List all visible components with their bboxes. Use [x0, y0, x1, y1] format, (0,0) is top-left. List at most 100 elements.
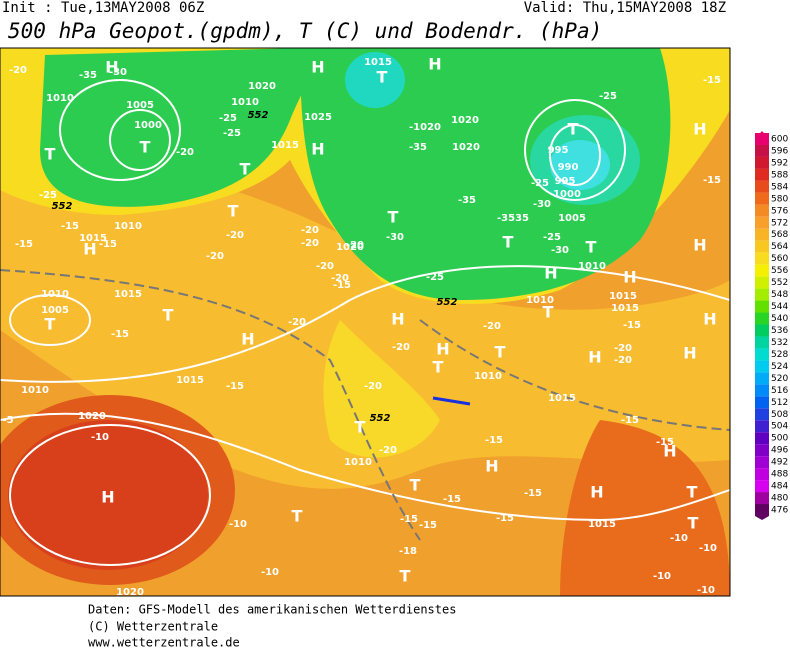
- colorbar-swatch: [755, 133, 769, 145]
- pressure-center-label: T: [163, 306, 174, 325]
- contour-label: 552: [437, 297, 458, 308]
- pressure-center-label: H: [241, 330, 254, 349]
- pressure-center-label: T: [228, 202, 239, 221]
- colorbar-swatch: [755, 492, 769, 505]
- pressure-center-label: H: [693, 236, 706, 255]
- contour-label: -15: [656, 437, 674, 448]
- pressure-center-label: H: [311, 58, 324, 77]
- contour-label: -15: [524, 488, 542, 499]
- pressure-center-label: T: [388, 208, 399, 227]
- colorbar-swatch: [755, 504, 769, 516]
- contour-label: 1005: [41, 305, 69, 316]
- contour-label: -15: [496, 513, 514, 524]
- colorbar-label: 540: [771, 314, 788, 324]
- pressure-center-label: T: [45, 145, 56, 164]
- colorbar-swatch: [755, 156, 769, 169]
- colorbar-label: 528: [771, 350, 788, 360]
- contour-label: -30: [533, 199, 551, 210]
- contour-label: -35: [409, 142, 427, 153]
- colorbar-label: 560: [771, 254, 788, 264]
- pressure-center-label: T: [410, 476, 421, 495]
- contour-label: -15: [15, 239, 33, 250]
- contour-label: -3535: [497, 213, 529, 224]
- contour-label: -1020: [409, 122, 441, 133]
- contour-label: 1020: [116, 587, 144, 598]
- colorbar-swatch: [755, 348, 769, 361]
- pressure-center-label: T: [543, 303, 554, 322]
- colorbar-swatch: [755, 144, 769, 157]
- colorbar-label: 580: [771, 194, 788, 204]
- pressure-center-label: H: [693, 120, 706, 139]
- colorbar-label: 576: [771, 206, 788, 216]
- colorbar-label: 552: [771, 278, 788, 288]
- colorbar-swatch: [755, 312, 769, 325]
- colorbar-swatch: [755, 408, 769, 421]
- colorbar-swatch: [755, 204, 769, 217]
- footer-copyright: (C) Wetterzentrale: [88, 620, 218, 634]
- colorbar-label: 548: [771, 290, 788, 300]
- colorbar-label: 600: [771, 135, 788, 145]
- contour-label: -20: [392, 342, 410, 353]
- contour-label: -20: [206, 251, 224, 262]
- colorbar-label: 520: [771, 374, 788, 384]
- contour-label: -15: [623, 320, 641, 331]
- colorbar-swatch: [755, 444, 769, 457]
- contour-label: 1020: [336, 242, 364, 253]
- contour-label: 1020: [452, 142, 480, 153]
- contour-label: 1015: [611, 303, 639, 314]
- colorbar-swatch: [755, 336, 769, 349]
- contour-label: 1010: [231, 97, 259, 108]
- pressure-center-label: T: [377, 68, 388, 87]
- contour-label: -15: [333, 280, 351, 291]
- colorbar-label: 592: [771, 158, 788, 168]
- colorbar-label: 544: [771, 302, 788, 312]
- contour-label: -35: [79, 70, 97, 81]
- contour-label: 1010: [474, 371, 502, 382]
- contour-label: -25: [426, 272, 444, 283]
- pressure-center-label: T: [45, 315, 56, 334]
- pressure-center-label: T: [240, 160, 251, 179]
- colorbar-swatch: [755, 480, 769, 493]
- colorbar-swatch: [755, 288, 769, 301]
- pressure-center-label: T: [400, 567, 411, 586]
- footer-url: www.wetterzentrale.de: [88, 636, 240, 648]
- colorbar-swatch: [755, 360, 769, 373]
- contour-label: 1005: [126, 100, 154, 111]
- contour-label: -20: [379, 445, 397, 456]
- contour-label: -20: [614, 343, 632, 354]
- pressure-center-label: H: [485, 457, 498, 476]
- contour-label: 552: [248, 110, 269, 121]
- colorbar-swatch: [755, 192, 769, 205]
- contour-label: -20: [346, 240, 364, 251]
- contour-label: -25: [219, 113, 237, 124]
- contour-label: 1015: [609, 291, 637, 302]
- contour-label: 1010: [114, 221, 142, 232]
- contour-label: 1015: [548, 393, 576, 404]
- pressure-center-label: T: [687, 483, 698, 502]
- pressure-center-label: H: [83, 240, 96, 259]
- colorbar-swatch: [755, 276, 769, 289]
- colorbar-label: 508: [771, 410, 788, 420]
- colorbar-swatch: [755, 180, 769, 193]
- colorbar-swatch: [755, 324, 769, 337]
- contour-label: -10: [229, 519, 247, 530]
- colorbar-label: 568: [771, 230, 788, 240]
- colorbar-label: 536: [771, 326, 788, 336]
- contour-label: 1010: [41, 289, 69, 300]
- contour-label: -15: [485, 435, 503, 446]
- contour-label: -20: [331, 273, 349, 284]
- colorbar-label: 588: [771, 170, 788, 180]
- colorbar-label: 512: [771, 398, 788, 408]
- contour-label: -15: [443, 494, 461, 505]
- contour-label: -15: [111, 329, 129, 340]
- contour-label: -15: [226, 381, 244, 392]
- contour-label: -20: [316, 261, 334, 272]
- pressure-center-label: H: [703, 310, 716, 329]
- colorbar-swatch: [755, 396, 769, 409]
- colorbar-label: 532: [771, 338, 788, 348]
- contour-label: 1020: [78, 411, 106, 422]
- colorbar-swatch: [755, 468, 769, 481]
- pressure-center-label: H: [590, 483, 603, 502]
- contour-label: 1015: [79, 233, 107, 244]
